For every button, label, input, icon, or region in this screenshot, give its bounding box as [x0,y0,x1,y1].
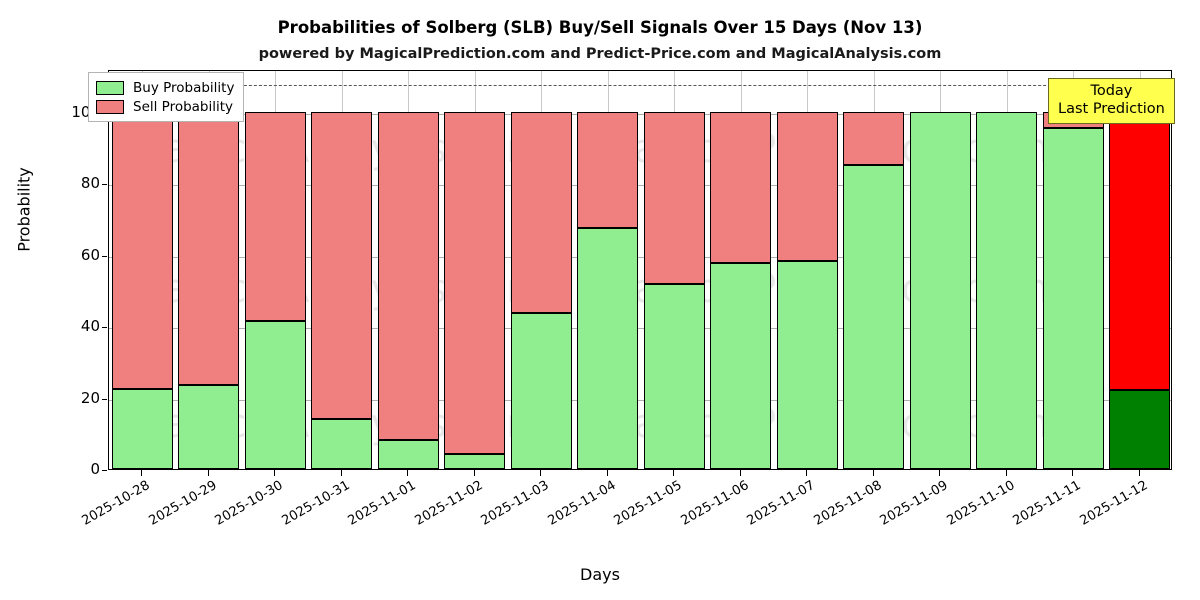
bar-segment-sell[interactable] [444,111,506,454]
bar-segment-buy[interactable] [577,228,639,469]
x-tick-mark [274,470,275,476]
legend-label-buy: Buy Probability [133,79,235,96]
bar-group[interactable] [776,71,838,469]
legend-swatch-buy [96,80,124,95]
chart-title: Probabilities of Solberg (SLB) Buy/Sell … [277,18,923,37]
gridline-y-100 [109,113,1171,115]
bar-segment-buy[interactable] [111,389,173,469]
x-tick-mark [1006,470,1007,476]
bar-group[interactable] [111,71,173,469]
x-tick-mark [208,470,209,476]
bar-group[interactable] [909,71,971,469]
y-tick-mark [102,327,107,329]
x-tick-mark [1139,470,1140,476]
y-tick-label: 80 [80,174,100,193]
bar-group[interactable] [178,71,240,469]
gridline-y-20 [109,399,1171,401]
y-tick-label: 0 [90,460,100,478]
x-tick-mark [939,470,940,476]
y-tick-mark [102,470,107,471]
bar-segment-buy[interactable] [909,111,971,469]
bar-segment-buy[interactable] [976,111,1038,469]
bar-group[interactable] [843,71,905,469]
y-axis-label: Probability [14,167,34,252]
bar-group[interactable] [1109,71,1171,469]
bar-segment-buy[interactable] [244,321,306,469]
bar-segment-buy[interactable] [776,260,838,469]
gridline-y-40 [109,328,1171,330]
bar-segment-buy[interactable] [1042,127,1104,469]
legend-swatch-sell [96,99,124,114]
plot-area: MagicalAnalysis.comMagicalPrediction.com… [108,70,1172,470]
bar-segment-buy[interactable] [444,453,506,469]
x-tick-mark [141,470,142,476]
bar-segment-sell[interactable] [178,111,240,386]
bar-segment-sell[interactable] [643,111,705,284]
bar-group[interactable] [444,71,506,469]
y-tick-label: 60 [80,245,100,264]
legend-item-buy: Buy Probability [96,78,234,97]
bar-group[interactable] [643,71,705,469]
bar-segment-sell[interactable] [577,111,639,229]
bar-segment-buy[interactable] [510,312,572,469]
chart-subtitle: powered by MagicalPrediction.com and Pre… [258,46,942,62]
dashed-reference-line [109,85,1171,87]
bar-group[interactable] [311,71,373,469]
legend-item-sell: Sell Probability [96,97,234,116]
x-tick-mark [341,470,342,476]
gridline-y-60 [109,256,1171,258]
bar-segment-sell[interactable] [510,111,572,313]
bar-segment-buy[interactable] [377,440,439,469]
bar-segment-buy[interactable] [710,262,772,469]
y-tick-mark [102,398,107,400]
bar-segment-sell[interactable] [843,111,905,166]
bar-segment-sell[interactable] [244,111,306,322]
bar-group[interactable] [976,71,1038,469]
y-tick-mark [102,255,107,257]
x-tick-mark [474,470,475,476]
bar-segment-sell[interactable] [311,111,373,419]
bar-group[interactable] [377,71,439,469]
y-tick-label: 20 [80,388,100,407]
bar-segment-sell[interactable] [111,111,173,390]
legend-label-sell: Sell Probability [133,98,234,115]
bar-segment-sell[interactable] [377,111,439,441]
x-tick-mark [540,470,541,476]
bar-group[interactable] [710,71,772,469]
x-tick-mark [873,470,874,476]
bar-segment-buy[interactable] [643,284,705,469]
bar-segment-buy[interactable] [311,419,373,469]
bar-segment-sell[interactable] [776,111,838,261]
x-tick-mark [673,470,674,476]
bar-segment-buy[interactable] [843,165,905,469]
bar-group[interactable] [1042,71,1104,469]
bar-segment-buy[interactable] [178,385,240,469]
gridline-y-80 [109,185,1171,187]
bar-group[interactable] [577,71,639,469]
bar-segment-sell[interactable] [1109,111,1171,390]
x-tick-mark [740,470,741,476]
y-tick-mark [102,184,107,186]
today-annotation-line2: Last Prediction [1058,101,1165,117]
x-tick-mark [407,470,408,476]
chart-legend: Buy Probability Sell Probability [88,72,245,122]
x-tick-mark [1072,470,1073,476]
x-tick-mark [806,470,807,476]
x-axis-label: Days [580,565,620,584]
bar-group[interactable] [510,71,572,469]
x-tick-mark [607,470,608,476]
today-annotation-line1: Today [1090,83,1133,99]
bar-segment-sell[interactable] [710,111,772,263]
today-annotation: Today Last Prediction [1048,78,1175,124]
bar-group[interactable] [244,71,306,469]
bar-segment-buy[interactable] [1109,389,1171,469]
y-tick-label: 40 [80,317,100,336]
